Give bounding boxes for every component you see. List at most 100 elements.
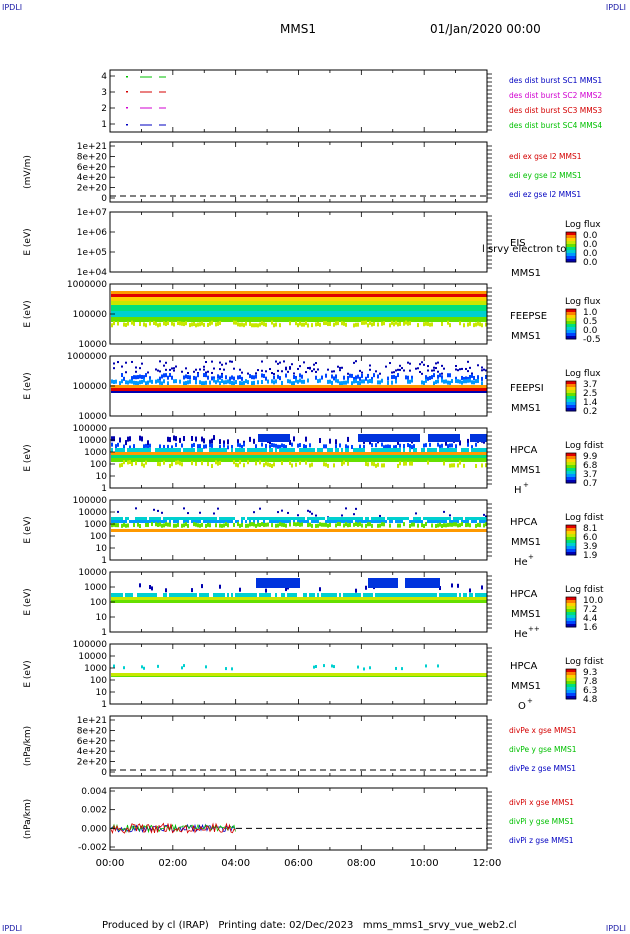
spectrogram-cell (167, 301, 169, 305)
spectrogram-cell (269, 294, 271, 297)
spectrogram-cell (133, 600, 135, 603)
colorbar-swatch (566, 232, 576, 236)
spectrogram-cell (427, 520, 429, 523)
spectrogram-cell (229, 301, 231, 305)
spectrogram-cell (437, 294, 439, 297)
spectrogram-cell (265, 301, 267, 305)
spectrogram-cell (113, 301, 115, 305)
y-axis-label: E (eV) (23, 516, 33, 543)
spectrogram-cell (211, 376, 213, 381)
spectrogram-cell (139, 593, 141, 597)
spectrogram-cell (441, 294, 443, 297)
spectrogram-cell (469, 388, 471, 391)
spectrogram-cell (165, 373, 167, 378)
spectrogram-cell (223, 520, 225, 523)
spectrogram-cell (485, 297, 487, 301)
spectrogram-cell (297, 301, 299, 305)
colorbar-swatch (566, 471, 576, 475)
spectrogram-cell (173, 322, 175, 327)
spectrogram-cell (409, 385, 411, 388)
colorbar-swatch (566, 238, 576, 242)
spectrogram-cell (215, 322, 217, 327)
spectrogram-cell (139, 517, 141, 520)
spectrogram-cell (293, 388, 295, 391)
spectrogram-cell (247, 388, 249, 391)
spectrogram-cell (247, 391, 249, 393)
spectrogram-cell (329, 317, 331, 322)
spectrogram-cell (295, 321, 297, 326)
spectrogram-cell (115, 597, 117, 600)
spectrogram-cell (303, 388, 305, 391)
spectrogram-cell (221, 593, 223, 597)
spectrogram-cell (229, 452, 231, 455)
spectrogram-cell (325, 391, 327, 393)
spectrogram-cell (389, 597, 391, 600)
spectrogram-cell (449, 455, 451, 458)
spectrogram-cell (277, 388, 279, 391)
spectrogram-cell (411, 452, 413, 455)
spectrogram-cell (277, 311, 279, 317)
spectrogram-cell (333, 294, 335, 297)
spectrogram-cell (155, 368, 157, 371)
spectrogram-cell (421, 301, 423, 305)
spectrogram-cell (467, 301, 469, 305)
spectrogram-cell (143, 391, 145, 393)
spectrogram-cell (219, 593, 221, 597)
spectrogram-cell (125, 301, 127, 305)
spectrogram-cell (283, 593, 285, 597)
spectrogram-cell (237, 452, 239, 455)
spectrogram-cell (393, 458, 395, 462)
spectrogram-cell (133, 444, 135, 449)
y-tick-label: 1 (101, 556, 107, 566)
spectrogram-cell (307, 388, 309, 391)
spectrogram-cell (193, 522, 195, 527)
spectrogram-cell (309, 517, 311, 520)
spectrogram-cell (367, 291, 369, 294)
spectrogram-cell (193, 452, 195, 455)
spectrogram-cell (415, 385, 417, 388)
spectrogram-cell (349, 388, 351, 391)
spectrogram-cell (299, 317, 301, 322)
spectrogram-cell (237, 385, 239, 388)
spectrogram-cell (481, 517, 483, 520)
colorbar-swatch (566, 396, 576, 400)
spectrogram-cell (151, 452, 153, 455)
spectrogram-cell (277, 297, 279, 301)
spectrogram-cell (363, 301, 365, 305)
spectrogram-cell (139, 388, 141, 391)
spectrogram-cell (447, 597, 449, 600)
spectrogram-cell (269, 448, 271, 452)
spectrogram-cell (185, 317, 187, 322)
spectrogram-cell (381, 593, 383, 597)
spectrogram-cell (459, 517, 461, 520)
spectrogram-cell (345, 600, 347, 603)
spectrogram-cell (201, 455, 203, 458)
spectrogram-cell (381, 517, 383, 520)
spectrogram-cell (257, 380, 259, 385)
spectrogram-cell (209, 523, 211, 528)
spectrogram-cell (381, 294, 383, 297)
spectrogram-cell (115, 379, 117, 384)
spectrogram-cell (145, 522, 147, 527)
spectrogram-cell (361, 452, 363, 455)
spectrogram-cell (215, 380, 217, 385)
spectrogram-cell (127, 317, 129, 322)
spectrogram-cell (251, 458, 253, 462)
spectrogram-cell (357, 380, 359, 385)
spectrogram-cell (257, 529, 259, 532)
spectrogram-cell (483, 301, 485, 305)
spectrogram-cell (449, 448, 451, 452)
spectrogram-cell (319, 301, 321, 305)
spectrogram-cell (189, 597, 191, 600)
spectrogram-cell (157, 385, 159, 388)
spectrogram-cell (125, 458, 127, 462)
spectrogram-cell (115, 291, 117, 294)
spectrogram-cell (431, 322, 433, 327)
spectrogram-cell (297, 297, 299, 301)
spectrogram-cell (197, 297, 199, 301)
spectrogram-cell (355, 297, 357, 301)
spectrogram-cell (325, 320, 327, 325)
spectrogram-cell (407, 593, 409, 597)
spectrogram-cell (323, 522, 325, 527)
